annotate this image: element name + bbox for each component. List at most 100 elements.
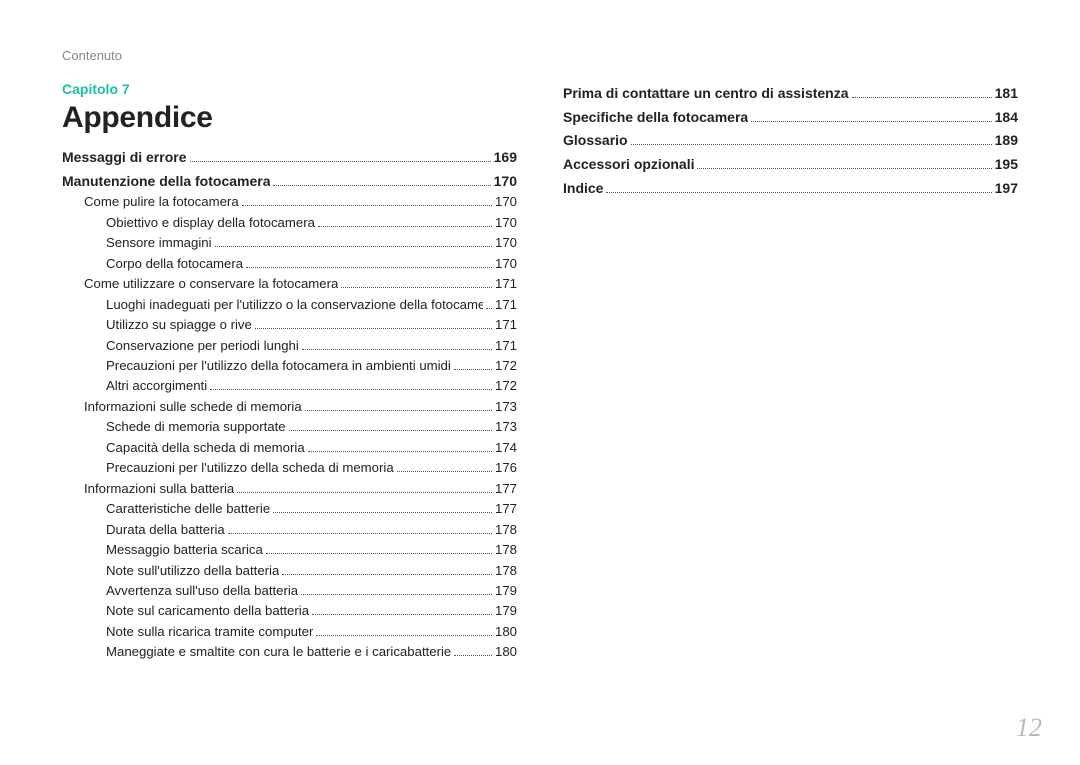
toc-entry[interactable]: Luoghi inadeguati per l'utilizzo o la co… <box>62 295 517 315</box>
toc-entry-label: Come pulire la fotocamera <box>84 192 239 212</box>
toc-leader <box>341 287 492 288</box>
toc-right-column: Prima di contattare un centro di assiste… <box>563 81 1018 663</box>
toc-entry-page: 170 <box>495 192 517 212</box>
toc-entry[interactable]: Come utilizzare o conservare la fotocame… <box>62 274 517 294</box>
toc-leader <box>210 389 492 390</box>
toc-columns: Capitolo 7 Appendice Messaggi di errore1… <box>62 81 1018 663</box>
toc-leader <box>273 512 492 513</box>
toc-entry-page: 172 <box>495 376 517 396</box>
toc-leader <box>246 267 492 268</box>
toc-entry[interactable]: Note sull'utilizzo della batteria 178 <box>62 561 517 581</box>
toc-entry[interactable]: Glossario 189 <box>563 130 1018 152</box>
section-title: Appendice <box>62 101 517 135</box>
toc-entry-label: Maneggiate e smaltite con cura le batter… <box>106 642 451 662</box>
toc-leader <box>454 369 492 370</box>
toc-entry-page: 177 <box>495 499 517 519</box>
toc-entry[interactable]: Avvertenza sull'uso della batteria 179 <box>62 581 517 601</box>
toc-list-left: Messaggi di errore169Manutenzione della … <box>62 147 517 663</box>
toc-entry-page: 171 <box>495 274 517 294</box>
toc-entry-page: 177 <box>495 479 517 499</box>
toc-entry-label: Sensore immagini <box>106 233 212 253</box>
toc-entry-page: 189 <box>995 130 1018 152</box>
toc-entry[interactable]: Conservazione per periodi lunghi171 <box>62 336 517 356</box>
toc-entry-page: 176 <box>495 458 517 478</box>
toc-entry[interactable]: Informazioni sulla batteria177 <box>62 479 517 499</box>
toc-entry-page: 169 <box>494 147 517 169</box>
toc-left-column: Capitolo 7 Appendice Messaggi di errore1… <box>62 81 517 663</box>
toc-leader <box>289 430 492 431</box>
toc-entry[interactable]: Schede di memoria supportate173 <box>62 417 517 437</box>
toc-entry-page: 178 <box>495 561 517 581</box>
toc-entry-label: Durata della batteria <box>106 520 225 540</box>
toc-entry-label: Informazioni sulle schede di memoria <box>84 397 302 417</box>
toc-entry[interactable]: Caratteristiche delle batterie 177 <box>62 499 517 519</box>
toc-leader <box>215 246 492 247</box>
toc-entry[interactable]: Messaggi di errore169 <box>62 147 517 169</box>
toc-entry-page: 172 <box>495 356 517 376</box>
toc-entry-label: Messaggio batteria scarica <box>106 540 263 560</box>
toc-entry-page: 197 <box>995 178 1018 200</box>
chapter-label: Capitolo 7 <box>62 81 517 97</box>
toc-leader <box>273 185 490 186</box>
toc-entry-label: Specifiche della fotocamera <box>563 107 748 129</box>
toc-entry-label: Note sulla ricarica tramite computer <box>106 622 313 642</box>
toc-entry[interactable]: Durata della batteria 178 <box>62 520 517 540</box>
toc-entry-page: 170 <box>494 171 517 193</box>
toc-leader <box>266 553 492 554</box>
toc-entry[interactable]: Indice197 <box>563 178 1018 200</box>
toc-entry-page: 170 <box>495 233 517 253</box>
toc-entry[interactable]: Sensore immagini 170 <box>62 233 517 253</box>
toc-list-right: Prima di contattare un centro di assiste… <box>563 83 1018 199</box>
toc-entry-label: Note sull'utilizzo della batteria <box>106 561 279 581</box>
toc-entry-page: 184 <box>995 107 1018 129</box>
toc-entry[interactable]: Corpo della fotocamera170 <box>62 254 517 274</box>
toc-entry[interactable]: Note sul caricamento della batteria179 <box>62 601 517 621</box>
toc-leader <box>312 614 492 615</box>
toc-entry-label: Utilizzo su spiagge o rive <box>106 315 252 335</box>
toc-leader <box>228 533 492 534</box>
toc-entry[interactable]: Manutenzione della fotocamera 170 <box>62 171 517 193</box>
toc-entry[interactable]: Specifiche della fotocamera 184 <box>563 107 1018 129</box>
toc-entry[interactable]: Obiettivo e display della fotocamera170 <box>62 213 517 233</box>
toc-entry[interactable]: Altri accorgimenti 172 <box>62 376 517 396</box>
toc-entry-label: Caratteristiche delle batterie <box>106 499 270 519</box>
toc-leader <box>301 594 492 595</box>
toc-entry[interactable]: Capacità della scheda di memoria174 <box>62 438 517 458</box>
toc-entry-page: 173 <box>495 397 517 417</box>
toc-leader <box>397 471 492 472</box>
toc-entry[interactable]: Come pulire la fotocamera 170 <box>62 192 517 212</box>
page-number: 12 <box>1016 713 1042 743</box>
toc-entry[interactable]: Accessori opzionali195 <box>563 154 1018 176</box>
toc-leader <box>305 410 492 411</box>
toc-entry[interactable]: Messaggio batteria scarica 178 <box>62 540 517 560</box>
toc-entry-label: Manutenzione della fotocamera <box>62 171 270 193</box>
toc-entry[interactable]: Prima di contattare un centro di assiste… <box>563 83 1018 105</box>
toc-leader <box>318 226 492 227</box>
toc-entry[interactable]: Maneggiate e smaltite con cura le batter… <box>62 642 517 662</box>
toc-leader <box>697 168 991 169</box>
toc-entry-page: 173 <box>495 417 517 437</box>
toc-entry[interactable]: Precauzioni per l'utilizzo della scheda … <box>62 458 517 478</box>
toc-entry-label: Precauzioni per l'utilizzo della scheda … <box>106 458 394 478</box>
toc-entry-label: Avvertenza sull'uso della batteria <box>106 581 298 601</box>
toc-leader <box>852 97 992 98</box>
toc-entry-page: 180 <box>495 642 517 662</box>
toc-leader <box>316 635 492 636</box>
toc-leader <box>454 655 492 656</box>
toc-entry[interactable]: Utilizzo su spiagge o rive171 <box>62 315 517 335</box>
toc-entry-page: 179 <box>495 601 517 621</box>
toc-entry-label: Prima di contattare un centro di assiste… <box>563 83 849 105</box>
toc-entry-page: 178 <box>495 520 517 540</box>
toc-leader <box>308 451 492 452</box>
toc-entry-page: 171 <box>495 336 517 356</box>
toc-entry[interactable]: Note sulla ricarica tramite computer180 <box>62 622 517 642</box>
toc-entry-label: Obiettivo e display della fotocamera <box>106 213 315 233</box>
toc-entry-page: 179 <box>495 581 517 601</box>
toc-entry[interactable]: Informazioni sulle schede di memoria 173 <box>62 397 517 417</box>
toc-entry-page: 195 <box>995 154 1018 176</box>
toc-entry[interactable]: Precauzioni per l'utilizzo della fotocam… <box>62 356 517 376</box>
toc-entry-page: 171 <box>495 295 517 315</box>
toc-entry-page: 178 <box>495 540 517 560</box>
toc-entry-label: Glossario <box>563 130 628 152</box>
toc-entry-label: Altri accorgimenti <box>106 376 207 396</box>
